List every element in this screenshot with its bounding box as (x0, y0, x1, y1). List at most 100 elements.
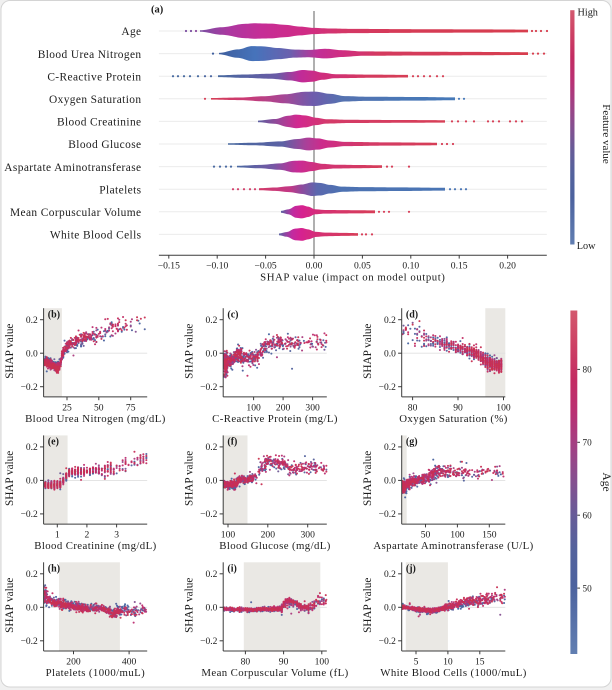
svg-text:0.2: 0.2 (26, 316, 38, 326)
svg-text:−0.2: −0.2 (21, 510, 38, 520)
svg-text:60: 60 (583, 510, 593, 520)
svg-text:Blood Urea Nitrogen (mg/dL): Blood Urea Nitrogen (mg/dL) (25, 413, 166, 425)
svg-text:15: 15 (475, 656, 485, 667)
svg-text:200: 200 (261, 530, 276, 541)
svg-text:0.0: 0.0 (26, 477, 38, 487)
svg-text:(f): (f) (227, 437, 237, 448)
svg-text:−0.15: −0.15 (158, 260, 180, 271)
svg-text:0.2: 0.2 (384, 570, 396, 580)
svg-text:Blood Glucose: Blood Glucose (68, 139, 141, 151)
svg-text:0.0: 0.0 (206, 477, 218, 487)
svg-text:400: 400 (122, 656, 137, 667)
svg-text:50: 50 (583, 583, 593, 593)
svg-text:−0.10: −0.10 (206, 260, 228, 271)
svg-text:(g): (g) (406, 437, 418, 448)
svg-text:SHAP value: SHAP value (184, 324, 196, 379)
svg-text:10: 10 (443, 656, 453, 667)
svg-text:90: 90 (453, 402, 463, 413)
svg-text:200: 200 (276, 402, 291, 413)
svg-text:SHAP value: SHAP value (184, 451, 196, 506)
svg-text:0.2: 0.2 (206, 316, 218, 326)
svg-text:−0.2: −0.2 (379, 383, 396, 393)
svg-text:0.20: 0.20 (499, 260, 516, 271)
svg-text:SHAP value: SHAP value (4, 324, 16, 379)
svg-text:80: 80 (241, 656, 251, 667)
svg-text:300: 300 (305, 402, 320, 413)
svg-text:SHAP value: SHAP value (4, 451, 16, 506)
svg-text:0.2: 0.2 (26, 570, 38, 580)
svg-text:Age: Age (121, 26, 141, 38)
svg-text:2: 2 (85, 530, 90, 541)
svg-text:0.0: 0.0 (26, 604, 38, 614)
svg-text:SHAP value: SHAP value (362, 578, 374, 633)
svg-text:100: 100 (221, 530, 236, 541)
svg-text:C-Reactive Protein: C-Reactive Protein (47, 71, 141, 83)
svg-text:Age: Age (600, 472, 612, 491)
svg-text:0.05: 0.05 (354, 260, 371, 271)
svg-text:75: 75 (126, 402, 136, 413)
svg-text:(j): (j) (406, 564, 416, 575)
svg-text:Blood Creatinine (mg/dL): Blood Creatinine (mg/dL) (34, 540, 156, 552)
svg-text:100: 100 (450, 530, 465, 541)
svg-text:80: 80 (583, 365, 593, 375)
svg-text:Blood Urea Nitrogen: Blood Urea Nitrogen (38, 49, 142, 61)
svg-text:C-Reactive Protein (mg/L): C-Reactive Protein (mg/L) (212, 413, 338, 425)
svg-text:Oxygen Saturation: Oxygen Saturation (49, 94, 142, 106)
svg-text:25: 25 (62, 402, 72, 413)
svg-text:50: 50 (94, 402, 104, 413)
svg-text:(h): (h) (48, 564, 60, 575)
svg-text:1: 1 (55, 530, 60, 541)
svg-text:SHAP value: SHAP value (4, 578, 16, 633)
svg-text:Mean Corpuscular Volume: Mean Corpuscular Volume (10, 207, 142, 219)
svg-text:Platelets (1000/muL): Platelets (1000/muL) (46, 667, 145, 679)
svg-text:−0.2: −0.2 (200, 383, 217, 393)
svg-text:Blood Glucose (mg/dL): Blood Glucose (mg/dL) (219, 540, 331, 552)
svg-text:Mean Corpuscular Volume (fL): Mean Corpuscular Volume (fL) (201, 667, 348, 679)
svg-text:(c): (c) (227, 310, 238, 321)
svg-text:0.0: 0.0 (384, 604, 396, 614)
svg-text:(b): (b) (48, 310, 60, 321)
svg-text:−0.05: −0.05 (254, 260, 276, 271)
svg-text:0.2: 0.2 (206, 443, 218, 453)
svg-text:0.0: 0.0 (384, 349, 396, 359)
svg-text:0.15: 0.15 (451, 260, 468, 271)
svg-text:(e): (e) (48, 437, 59, 448)
svg-text:0.0: 0.0 (206, 349, 218, 359)
svg-text:Feature value: Feature value (600, 104, 612, 164)
svg-text:0.2: 0.2 (384, 316, 396, 326)
svg-text:100: 100 (315, 656, 330, 667)
svg-text:3: 3 (114, 530, 119, 541)
svg-text:(a): (a) (151, 5, 164, 16)
svg-text:SHAP value: SHAP value (184, 578, 196, 633)
svg-text:80: 80 (408, 402, 418, 413)
svg-text:0.0: 0.0 (26, 349, 38, 359)
svg-text:90: 90 (279, 656, 289, 667)
svg-text:200: 200 (66, 656, 81, 667)
svg-text:100: 100 (246, 402, 261, 413)
svg-text:Oxygen Saturation (%): Oxygen Saturation (%) (399, 413, 508, 425)
svg-text:White Blood Cells: White Blood Cells (50, 230, 142, 242)
svg-text:SHAP value: SHAP value (362, 324, 374, 379)
svg-text:70: 70 (583, 438, 593, 448)
svg-text:300: 300 (301, 530, 316, 541)
svg-text:−0.2: −0.2 (379, 637, 396, 647)
svg-text:(d): (d) (406, 310, 418, 321)
svg-text:−0.2: −0.2 (21, 383, 38, 393)
svg-text:150: 150 (482, 530, 497, 541)
svg-text:High: High (578, 7, 598, 18)
svg-text:50: 50 (421, 530, 431, 541)
svg-text:Platelets: Platelets (99, 184, 141, 196)
svg-text:0.0: 0.0 (384, 477, 396, 487)
svg-text:Aspartate Aminotransferase (U/: Aspartate Aminotransferase (U/L) (373, 540, 533, 552)
svg-text:Low: Low (577, 241, 596, 252)
svg-text:SHAP value: SHAP value (362, 451, 374, 506)
svg-text:0.2: 0.2 (26, 443, 38, 453)
svg-text:White Blood Cells (1000/muL): White Blood Cells (1000/muL) (380, 667, 526, 679)
svg-text:−0.2: −0.2 (200, 510, 217, 520)
svg-text:−0.2: −0.2 (21, 637, 38, 647)
svg-text:SHAP value (impact on model ou: SHAP value (impact on model output) (260, 271, 445, 283)
svg-text:0.0: 0.0 (206, 604, 218, 614)
svg-text:Aspartate Aminotransferase: Aspartate Aminotransferase (4, 162, 141, 174)
svg-text:5: 5 (414, 656, 419, 667)
svg-text:Blood Creatinine: Blood Creatinine (57, 117, 142, 129)
